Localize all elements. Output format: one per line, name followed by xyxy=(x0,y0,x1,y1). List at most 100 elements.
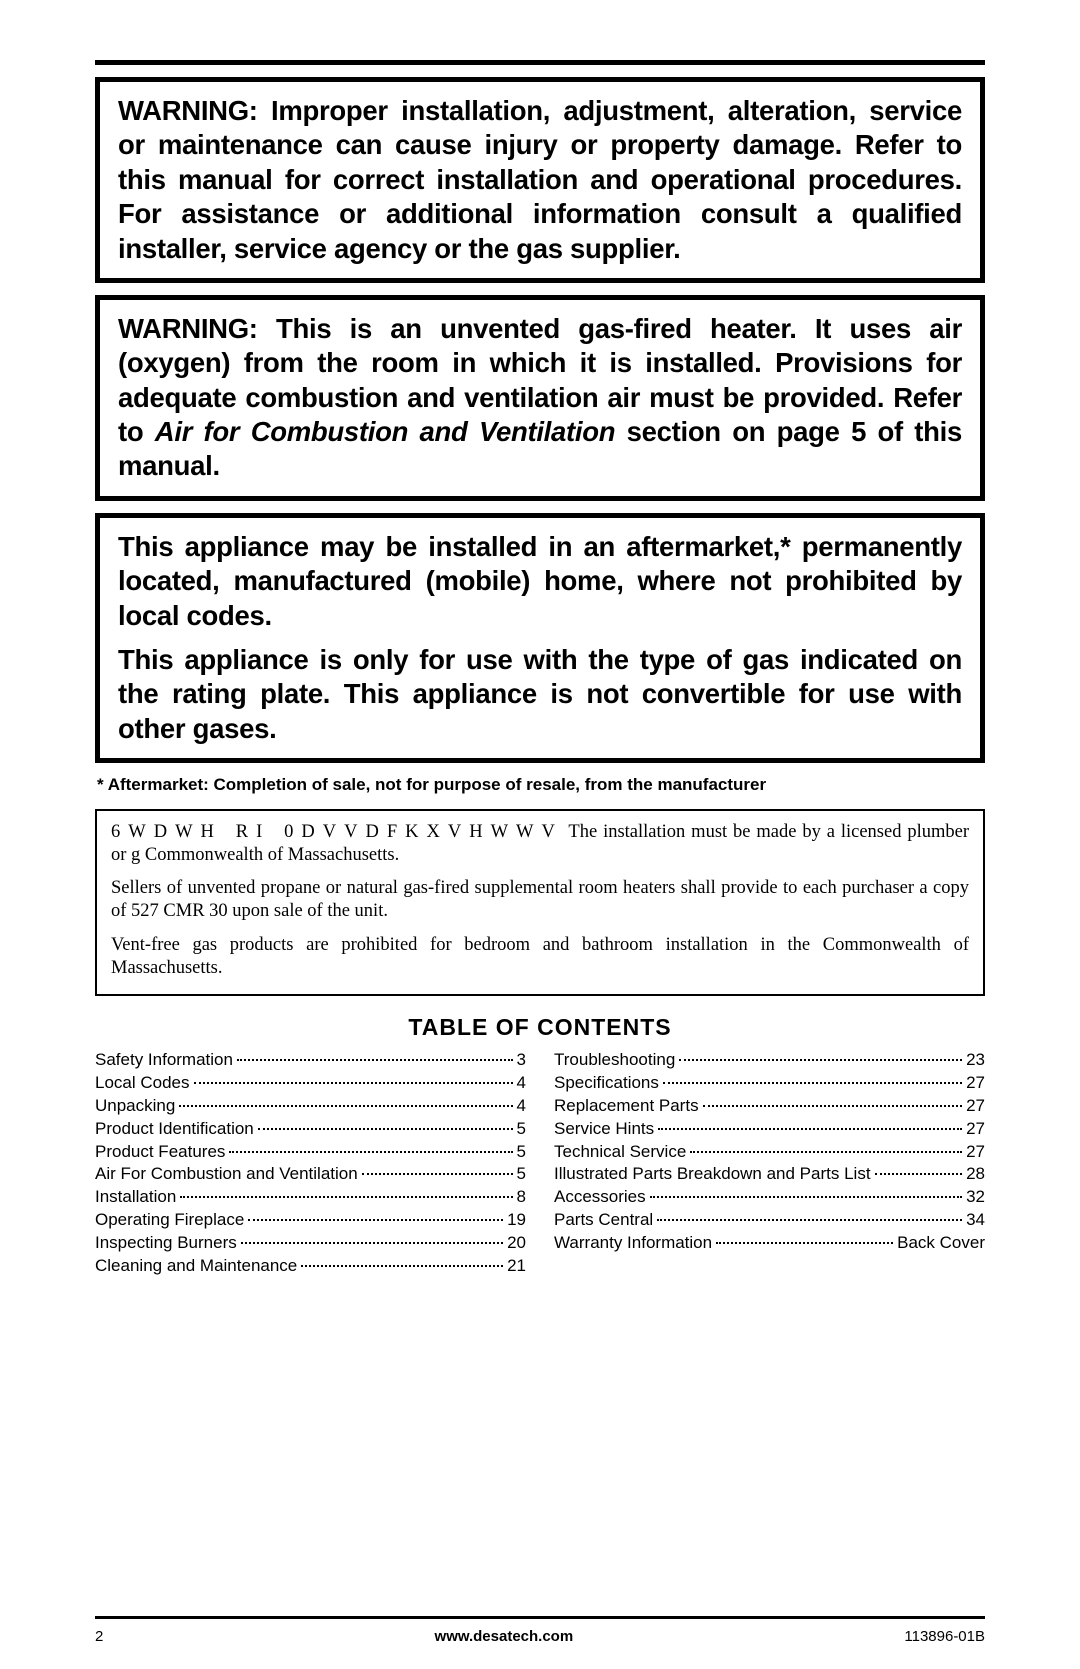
toc-row: Parts Central 34 xyxy=(554,1209,985,1232)
toc-label: Installation xyxy=(95,1186,176,1209)
toc-page: 19 xyxy=(507,1209,526,1232)
toc-page: 27 xyxy=(966,1095,985,1118)
toc-row: Illustrated Parts Breakdown and Parts Li… xyxy=(554,1163,985,1186)
toc-page: 8 xyxy=(517,1186,526,1209)
toc-label: Safety Information xyxy=(95,1049,233,1072)
toc-dots xyxy=(658,1128,962,1130)
toc-dots xyxy=(875,1173,963,1175)
toc-dots xyxy=(301,1265,503,1267)
mass-p1: 6WDWH RI 0DVVDFKXVHWWV The installation … xyxy=(111,821,969,867)
toc-dots xyxy=(679,1059,962,1061)
toc-dots xyxy=(657,1219,962,1221)
toc-dots xyxy=(241,1242,503,1244)
toc-dots xyxy=(237,1059,513,1061)
toc-label: Cleaning and Maintenance xyxy=(95,1255,297,1278)
toc-page: 20 xyxy=(507,1232,526,1255)
toc-page: 5 xyxy=(517,1118,526,1141)
toc-dots xyxy=(229,1151,512,1153)
toc-page: 32 xyxy=(966,1186,985,1209)
footer-url: www.desatech.com xyxy=(435,1628,574,1645)
toc-page: 27 xyxy=(966,1118,985,1141)
toc-page: Back Cover xyxy=(897,1232,985,1255)
toc-page: 27 xyxy=(966,1141,985,1164)
toc-label: Accessories xyxy=(554,1186,646,1209)
footer-rule xyxy=(95,1616,985,1619)
toc-dots xyxy=(650,1196,962,1198)
aftermarket-footnote: * Aftermarket: Completion of sale, not f… xyxy=(97,775,983,795)
toc-dots xyxy=(180,1196,512,1198)
toc-dots xyxy=(194,1082,513,1084)
toc-row: Installation 8 xyxy=(95,1186,526,1209)
toc-columns: Safety Information3Local Codes4Unpacking… xyxy=(95,1049,985,1278)
toc-row: Product Features 5 xyxy=(95,1141,526,1164)
toc-label: Inspecting Burners xyxy=(95,1232,237,1255)
warning-box-1: WARNING: Improper installation, adjustme… xyxy=(95,77,985,283)
toc-row: Inspecting Burners 20 xyxy=(95,1232,526,1255)
warning-box-2: WARNING: This is an unvented gas-fired h… xyxy=(95,295,985,501)
toc-row: Local Codes 4 xyxy=(95,1072,526,1095)
toc-label: Product Features xyxy=(95,1141,225,1164)
toc-row: Troubleshooting 23 xyxy=(554,1049,985,1072)
toc-page: 23 xyxy=(966,1049,985,1072)
toc-label: Service Hints xyxy=(554,1118,654,1141)
toc-page: 5 xyxy=(517,1163,526,1186)
toc-page: 5 xyxy=(517,1141,526,1164)
warning-2-text: WARNING: This is an unvented gas-fired h… xyxy=(118,312,962,484)
toc-title: TABLE OF CONTENTS xyxy=(95,1014,985,1041)
toc-label: Product Identification xyxy=(95,1118,254,1141)
toc-dots xyxy=(690,1151,962,1153)
toc-label: Air For Combustion and Ventilation xyxy=(95,1163,358,1186)
toc-dots xyxy=(258,1128,513,1130)
massachusetts-box: 6WDWH RI 0DVVDFKXVHWWV The installation … xyxy=(95,809,985,996)
toc-row: Cleaning and Maintenance 21 xyxy=(95,1255,526,1278)
toc-row: Air For Combustion and Ventilation 5 xyxy=(95,1163,526,1186)
toc-row: Technical Service 27 xyxy=(554,1141,985,1164)
toc-dots xyxy=(362,1173,513,1175)
top-rule xyxy=(95,60,985,65)
toc-page: 34 xyxy=(966,1209,985,1232)
toc-dots xyxy=(179,1105,512,1107)
toc-page: 28 xyxy=(966,1163,985,1186)
mass-p2: Sellers of unvented propane or natural g… xyxy=(111,877,969,923)
footer: 2 www.desatech.com 113896-01B xyxy=(95,1628,985,1645)
toc-page: 4 xyxy=(517,1095,526,1118)
toc-label: Unpacking xyxy=(95,1095,175,1118)
toc-page: 27 xyxy=(966,1072,985,1095)
toc-page: 4 xyxy=(517,1072,526,1095)
toc-label: Operating Fireplace xyxy=(95,1209,244,1232)
toc-row: Warranty Information Back Cover xyxy=(554,1232,985,1255)
warning-3-p2: This appliance is only for use with the … xyxy=(118,643,962,746)
toc-row: Unpacking 4 xyxy=(95,1095,526,1118)
toc-dots xyxy=(716,1242,893,1244)
toc-page: 3 xyxy=(517,1049,526,1072)
warning-box-3: This appliance may be installed in an af… xyxy=(95,513,985,763)
toc-label: Parts Central xyxy=(554,1209,653,1232)
toc-row: Replacement Parts 27 xyxy=(554,1095,985,1118)
warning-1-text: WARNING: Improper installation, adjustme… xyxy=(118,94,962,266)
warning-3-p1: This appliance may be installed in an af… xyxy=(118,530,962,633)
toc-dots xyxy=(248,1219,503,1221)
toc-row: Service Hints 27 xyxy=(554,1118,985,1141)
toc-row: Safety Information 3 xyxy=(95,1049,526,1072)
toc-row: Operating Fireplace 19 xyxy=(95,1209,526,1232)
toc-dots xyxy=(703,1105,963,1107)
toc-dots xyxy=(663,1082,962,1084)
footer-doc: 113896-01B xyxy=(904,1628,985,1645)
toc-col-left: Safety Information3Local Codes4Unpacking… xyxy=(95,1049,526,1278)
toc-label: Replacement Parts xyxy=(554,1095,699,1118)
toc-label: Illustrated Parts Breakdown and Parts Li… xyxy=(554,1163,871,1186)
mass-p1-lead: 6WDWH RI 0DVVDFKXVHWWV xyxy=(111,822,563,842)
toc-page: 21 xyxy=(507,1255,526,1278)
mass-p3: Vent-free gas products are prohibited fo… xyxy=(111,934,969,980)
toc-label: Local Codes xyxy=(95,1072,190,1095)
footer-page: 2 xyxy=(95,1628,103,1645)
toc-col-right: Troubleshooting23Specifications27Replace… xyxy=(554,1049,985,1278)
toc-row: Specifications 27 xyxy=(554,1072,985,1095)
warning-2-italic: Air for Combustion and Ventilation xyxy=(155,416,615,447)
toc-row: Product Identification 5 xyxy=(95,1118,526,1141)
toc-row: Accessories 32 xyxy=(554,1186,985,1209)
toc-label: Troubleshooting xyxy=(554,1049,675,1072)
toc-label: Specifications xyxy=(554,1072,659,1095)
toc-label: Warranty Information xyxy=(554,1232,712,1255)
toc-label: Technical Service xyxy=(554,1141,686,1164)
